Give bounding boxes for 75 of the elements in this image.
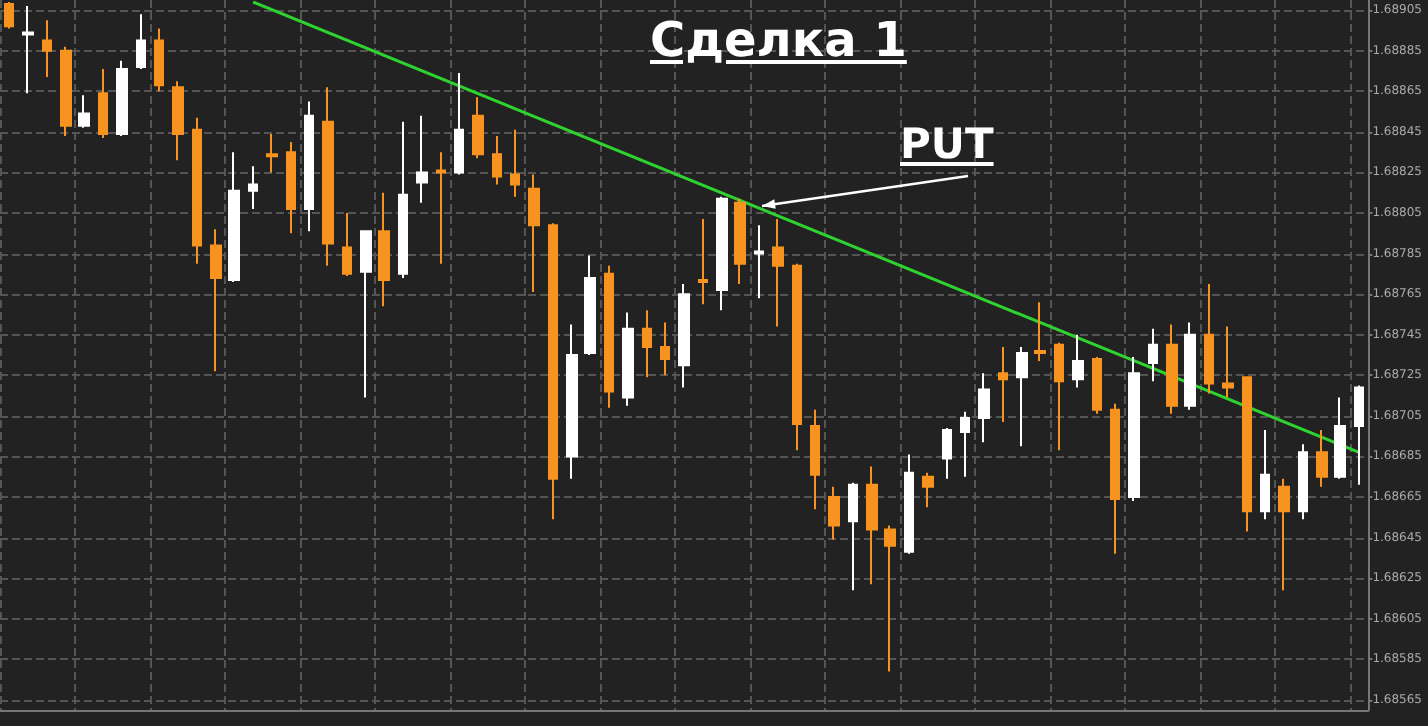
candlestick xyxy=(528,173,540,294)
candlestick xyxy=(978,372,990,444)
candlestick xyxy=(1278,477,1290,592)
candlestick xyxy=(304,100,314,233)
candlestick xyxy=(1148,327,1158,383)
candlestick xyxy=(792,262,802,452)
candlestick xyxy=(998,345,1008,423)
candlestick xyxy=(1354,384,1364,486)
candlestick xyxy=(584,254,596,356)
candlestick xyxy=(904,453,914,555)
candlestick xyxy=(248,165,258,210)
chart-title: Сделка 1 xyxy=(650,12,907,68)
candlestick xyxy=(848,481,858,592)
candlestick xyxy=(922,471,934,509)
candlestick xyxy=(192,116,202,265)
candlestick xyxy=(1260,429,1270,521)
candlestick xyxy=(454,72,464,176)
candlestick xyxy=(266,132,278,174)
candlestick xyxy=(78,94,90,129)
candlestick xyxy=(436,151,446,265)
candlestick xyxy=(472,96,484,160)
candlestick xyxy=(660,321,670,377)
candlestick xyxy=(378,191,390,308)
candlestick xyxy=(548,222,558,521)
candlestick xyxy=(492,134,502,186)
candlestick xyxy=(810,408,820,511)
candlestick xyxy=(828,485,840,541)
candlestick xyxy=(1334,396,1346,480)
candlestick xyxy=(1184,321,1196,411)
candlestick xyxy=(60,45,72,137)
candlestick xyxy=(1072,333,1084,389)
candlestick xyxy=(172,80,184,162)
candlestick xyxy=(698,218,708,306)
candlestick xyxy=(734,197,746,285)
candlestick xyxy=(42,19,52,79)
candlestick xyxy=(1222,325,1234,399)
candlestick xyxy=(136,13,146,70)
candlestick xyxy=(322,86,334,267)
candlestick xyxy=(22,5,34,95)
candlestick xyxy=(772,218,784,328)
candlestick xyxy=(1016,345,1028,448)
candlestick xyxy=(622,311,634,407)
candlestick xyxy=(286,141,296,235)
candlestick xyxy=(1128,356,1140,503)
annotation: PUT xyxy=(900,120,994,168)
candlestick xyxy=(1166,323,1178,415)
candlestick xyxy=(360,230,372,399)
candlestick xyxy=(884,524,896,673)
candlestick xyxy=(1242,376,1252,533)
candlestick xyxy=(1034,301,1046,363)
candlestick xyxy=(566,323,578,480)
candlestick xyxy=(942,427,952,480)
candlestick xyxy=(866,465,878,586)
candlestick xyxy=(210,228,222,373)
candlestick xyxy=(416,114,428,204)
candlestick xyxy=(1054,341,1064,452)
candlestick xyxy=(1110,402,1120,555)
candlestick xyxy=(1204,283,1214,395)
candlestick xyxy=(960,410,970,478)
candlestick xyxy=(154,27,164,93)
candlestick xyxy=(342,212,352,277)
candlestick xyxy=(1298,443,1308,521)
candlestick xyxy=(678,283,690,389)
candlestick xyxy=(398,120,408,279)
candlestick xyxy=(4,1,14,30)
candlestick xyxy=(510,128,520,198)
candlestick xyxy=(1092,356,1102,415)
candlestick xyxy=(98,67,108,139)
candlestick xyxy=(604,264,614,409)
candlestick xyxy=(116,59,128,137)
candlestick xyxy=(642,309,652,379)
candlestick xyxy=(716,195,728,312)
candlestick xyxy=(754,224,764,300)
candlestick xyxy=(1316,429,1328,488)
candlestick xyxy=(228,151,240,283)
